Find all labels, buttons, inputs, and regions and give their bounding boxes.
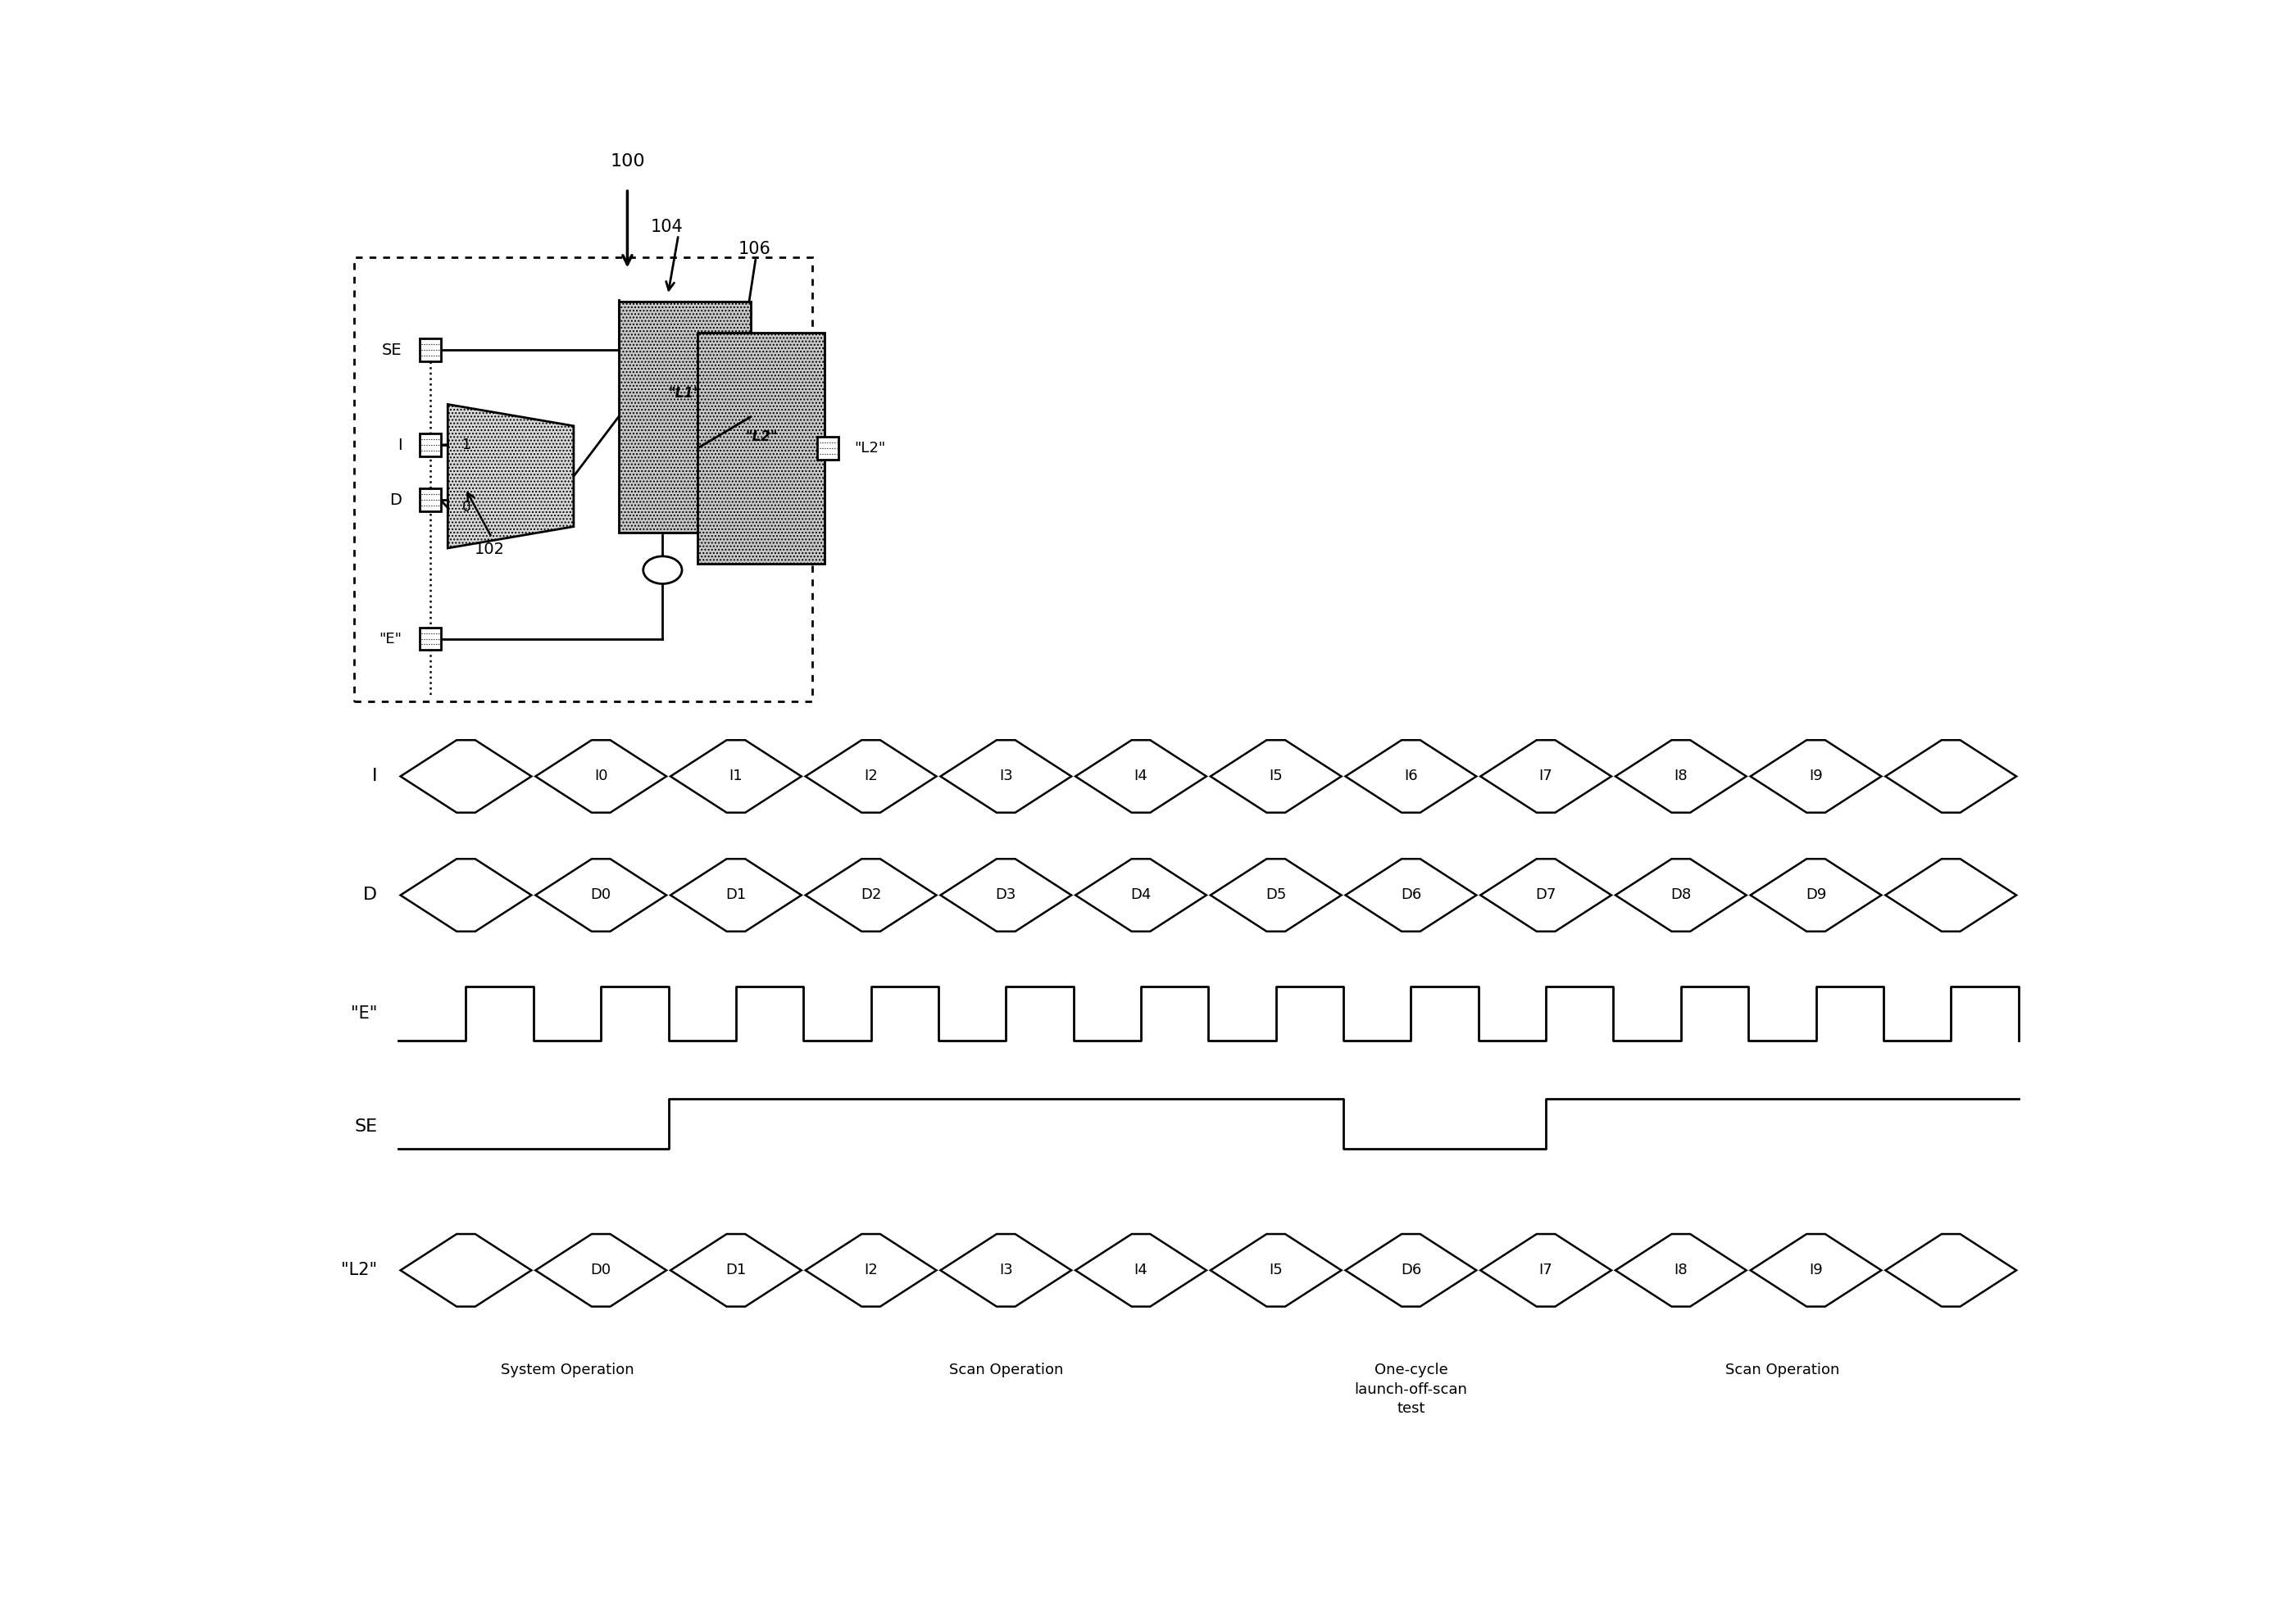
Text: One-cycle
launch-off-scan
test: One-cycle launch-off-scan test xyxy=(1354,1363,1468,1416)
Text: D9: D9 xyxy=(1806,888,1827,903)
Text: I3: I3 xyxy=(1000,770,1013,784)
Text: I: I xyxy=(398,437,402,453)
Text: 104: 104 xyxy=(650,219,684,235)
Text: Scan Operation: Scan Operation xyxy=(1724,1363,1840,1377)
Text: I4: I4 xyxy=(1134,770,1147,784)
Polygon shape xyxy=(1886,859,2015,932)
Text: I4: I4 xyxy=(1134,1263,1147,1278)
Text: I8: I8 xyxy=(1674,770,1688,784)
Text: "E": "E" xyxy=(350,1005,377,1021)
Circle shape xyxy=(643,557,682,583)
Text: I0: I0 xyxy=(595,770,607,784)
Polygon shape xyxy=(941,1234,1072,1307)
Text: D3: D3 xyxy=(995,888,1016,903)
Polygon shape xyxy=(807,741,936,812)
Text: 100: 100 xyxy=(609,154,645,171)
Text: D2: D2 xyxy=(861,888,882,903)
Text: Scan Operation: Scan Operation xyxy=(950,1363,1063,1377)
Polygon shape xyxy=(1345,1234,1477,1307)
Polygon shape xyxy=(670,1234,802,1307)
Polygon shape xyxy=(1615,1234,1747,1307)
Bar xyxy=(420,489,441,512)
Polygon shape xyxy=(1886,741,2015,812)
Polygon shape xyxy=(807,859,936,932)
Polygon shape xyxy=(1886,1234,2015,1307)
Text: 106: 106 xyxy=(738,240,770,257)
Polygon shape xyxy=(1075,1234,1206,1307)
Polygon shape xyxy=(1615,859,1747,932)
Text: D0: D0 xyxy=(591,1263,611,1278)
Polygon shape xyxy=(536,1234,666,1307)
Polygon shape xyxy=(1749,1234,1881,1307)
Text: "L2": "L2" xyxy=(341,1262,377,1278)
Polygon shape xyxy=(448,404,573,549)
Text: I2: I2 xyxy=(863,770,877,784)
Text: I1: I1 xyxy=(729,770,743,784)
Bar xyxy=(698,333,825,564)
Bar xyxy=(818,437,838,460)
Text: "E": "E" xyxy=(379,632,402,646)
Text: "L2": "L2" xyxy=(854,440,886,455)
Polygon shape xyxy=(400,1234,532,1307)
Text: I2: I2 xyxy=(863,1263,877,1278)
Polygon shape xyxy=(1749,859,1881,932)
Text: I5: I5 xyxy=(1270,770,1284,784)
Polygon shape xyxy=(1345,741,1477,812)
Bar xyxy=(420,627,441,650)
Text: I7: I7 xyxy=(1538,770,1552,784)
Polygon shape xyxy=(941,741,1072,812)
Polygon shape xyxy=(1481,859,1611,932)
Polygon shape xyxy=(400,859,532,932)
Text: D1: D1 xyxy=(725,888,745,903)
Text: 102: 102 xyxy=(475,541,504,557)
Text: 0: 0 xyxy=(461,500,470,515)
Bar xyxy=(354,257,813,702)
Polygon shape xyxy=(1481,1234,1611,1307)
Text: System Operation: System Operation xyxy=(500,1363,634,1377)
Polygon shape xyxy=(536,741,666,812)
Text: I7: I7 xyxy=(1538,1263,1552,1278)
Text: I: I xyxy=(373,768,377,784)
Polygon shape xyxy=(670,859,802,932)
Text: "L1": "L1" xyxy=(668,387,700,401)
Text: I9: I9 xyxy=(1809,770,1822,784)
Text: D: D xyxy=(364,887,377,903)
Text: D6: D6 xyxy=(1400,888,1422,903)
Text: I8: I8 xyxy=(1674,1263,1688,1278)
Text: D7: D7 xyxy=(1536,888,1556,903)
Polygon shape xyxy=(1345,859,1477,932)
Polygon shape xyxy=(1211,741,1340,812)
Text: I3: I3 xyxy=(1000,1263,1013,1278)
Bar xyxy=(420,434,441,456)
Polygon shape xyxy=(1211,859,1340,932)
Bar xyxy=(420,339,441,361)
Text: D8: D8 xyxy=(1670,888,1690,903)
Text: D5: D5 xyxy=(1266,888,1286,903)
Polygon shape xyxy=(1749,741,1881,812)
Polygon shape xyxy=(941,859,1072,932)
Text: D0: D0 xyxy=(591,888,611,903)
Text: "L2": "L2" xyxy=(745,429,777,443)
Bar xyxy=(618,300,750,533)
Polygon shape xyxy=(807,1234,936,1307)
Polygon shape xyxy=(1075,741,1206,812)
Text: I5: I5 xyxy=(1270,1263,1284,1278)
Polygon shape xyxy=(536,859,666,932)
Text: SE: SE xyxy=(354,1119,377,1135)
Polygon shape xyxy=(1481,741,1611,812)
Polygon shape xyxy=(670,741,802,812)
Polygon shape xyxy=(1075,859,1206,932)
Text: I6: I6 xyxy=(1404,770,1418,784)
Text: SE: SE xyxy=(382,343,402,357)
Text: 1: 1 xyxy=(461,437,470,453)
Text: D: D xyxy=(391,492,402,508)
Polygon shape xyxy=(1211,1234,1340,1307)
Text: D6: D6 xyxy=(1400,1263,1422,1278)
Text: D4: D4 xyxy=(1131,888,1152,903)
Polygon shape xyxy=(400,741,532,812)
Text: D1: D1 xyxy=(725,1263,745,1278)
Text: I9: I9 xyxy=(1809,1263,1822,1278)
Polygon shape xyxy=(1615,741,1747,812)
